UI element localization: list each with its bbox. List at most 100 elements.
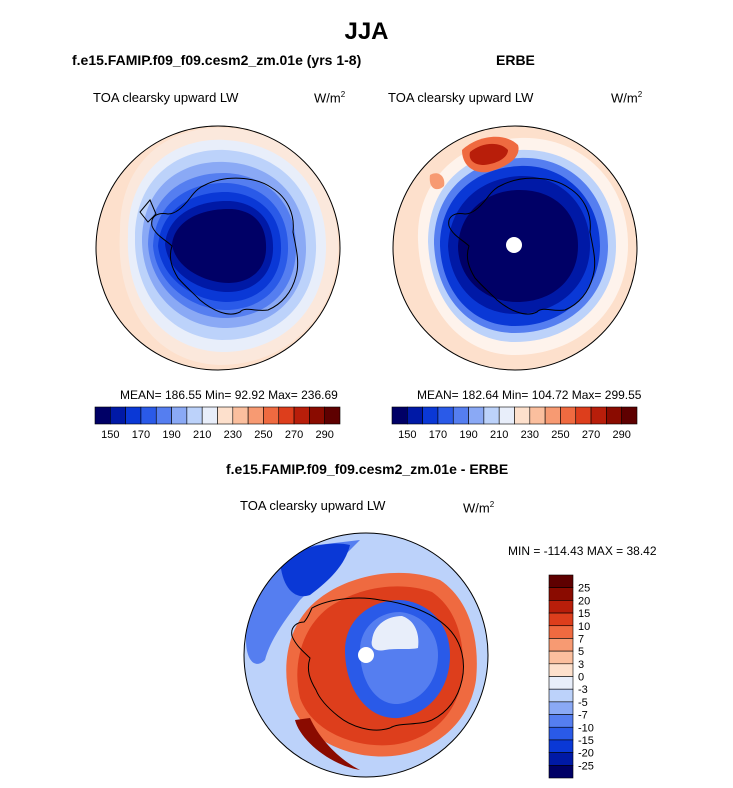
panel2-colorbar-swatch <box>544 406 561 425</box>
panel2-colorbar-swatch <box>468 406 485 425</box>
panel1-variable-label: TOA clearsky upward LW <box>93 90 239 105</box>
panel3-variable-label: TOA clearsky upward LW <box>240 498 386 513</box>
panel1-stats: MEAN= 186.55 Min= 92.92 Max= 236.69 <box>120 388 338 402</box>
panel1-colorbar-swatch <box>263 406 280 425</box>
panel3-map <box>244 533 488 777</box>
panel1-map <box>96 126 340 370</box>
panel1-colorbar-swatch <box>140 406 157 425</box>
panel1-colorbar-swatch <box>201 406 218 425</box>
panel2-colorbar-swatch <box>560 406 577 425</box>
panel1-colorbar-swatch <box>309 406 325 425</box>
panel2-title: ERBE <box>496 52 535 68</box>
panel3-colorbar-swatch <box>548 688 574 703</box>
panel3-colorbar-swatch <box>548 714 574 728</box>
panel2-map-border <box>392 125 638 371</box>
panel2-colorbar-swatch <box>606 406 622 425</box>
panel3-colorbar-swatch <box>548 726 574 741</box>
panel1-title: f.e15.FAMIP.f09_f09.cesm2_zm.01e (yrs 1-… <box>72 52 362 68</box>
panel1-units: W/m2 <box>314 90 346 106</box>
panel1-colorbar-swatch <box>232 406 249 425</box>
panel2-colorbar-swatch <box>391 406 408 425</box>
panel1-colorbar-tick-label: 190 <box>162 429 180 441</box>
panel3-colorbar-swatch <box>548 587 574 601</box>
panel3-colorbar-swatch <box>548 739 574 753</box>
panel3-colorbar-tick-label: 0 <box>578 672 584 684</box>
panel2-colorbar-tick-label: 170 <box>429 429 447 441</box>
panel2-colorbar-swatch <box>452 406 469 425</box>
figure-title: JJA <box>344 18 389 45</box>
panel3-colorbar-tick-label: 15 <box>578 608 590 620</box>
panel1-colorbar-swatch <box>278 406 295 425</box>
panel1-colorbar-tick-label: 230 <box>224 429 242 441</box>
panel3-colorbar-swatch <box>548 574 574 588</box>
panel3-colorbar-tick-label: 5 <box>578 646 584 658</box>
panel2-colorbar-swatch <box>529 406 546 425</box>
panel2-colorbar-swatch <box>422 406 439 425</box>
panel2-colorbar-swatch <box>498 406 515 425</box>
panel1-colorbar-tick-label: 250 <box>254 429 272 441</box>
panel1-colorbar-swatch <box>217 406 234 425</box>
panel1-colorbar-swatch <box>171 406 188 425</box>
panel1-map-border <box>95 125 341 371</box>
panel2-colorbar-swatch <box>621 406 638 425</box>
panel1-colorbar-tick-label: 270 <box>285 429 303 441</box>
panel3-stats: MIN = -114.43 MAX = 38.42 <box>508 544 657 558</box>
panel3-map-border <box>243 532 489 778</box>
panel3-colorbar-tick-label: -3 <box>578 684 588 696</box>
panel2-colorbar-tick-label: 290 <box>613 429 631 441</box>
panel1-colorbar-tick-label: 170 <box>132 429 150 441</box>
panel3-colorbar-tick-label: 20 <box>578 595 590 607</box>
panel2-units: W/m2 <box>611 90 643 106</box>
panel3-colorbar-tick-label: -25 <box>578 760 594 772</box>
panel3-colorbar-tick-label: -20 <box>578 748 594 760</box>
panel3-colorbar-tick-label: 7 <box>578 633 584 645</box>
panel1-colorbar-tick-label: 210 <box>193 429 211 441</box>
panel2-variable-label: TOA clearsky upward LW <box>388 90 534 105</box>
panel3-colorbar-tick-label: -10 <box>578 722 594 734</box>
panel2-stats: MEAN= 182.64 Min= 104.72 Max= 299.55 <box>417 388 642 402</box>
panel3-colorbar-swatch <box>548 650 574 665</box>
panel2-colorbar: 150 170 190 210 230 250 270 290 <box>391 406 638 441</box>
panel2-colorbar-tick-label: 230 <box>521 429 539 441</box>
panel3-colorbar-tick-label: -15 <box>578 735 594 747</box>
panel2-colorbar-swatch <box>407 406 423 425</box>
panel3-colorbar-tick-label: 25 <box>578 583 590 595</box>
panel3-colorbar-tick-label: 3 <box>578 659 584 671</box>
panel3-colorbar-tick-label: -5 <box>578 697 588 709</box>
panel3-colorbar-tick-label: -7 <box>578 710 588 722</box>
panel1-colorbar-swatch <box>110 406 126 425</box>
panel2-map <box>393 126 637 370</box>
panel3-colorbar-swatch <box>548 625 574 639</box>
panel1-colorbar-tick-label: 290 <box>316 429 334 441</box>
panel1-colorbar-swatch <box>293 406 310 425</box>
panel2-colorbar-swatch <box>575 406 592 425</box>
panel2-colorbar-tick-label: 250 <box>551 429 569 441</box>
panel1-colorbar-swatch <box>186 406 203 425</box>
panel1-colorbar-swatch <box>125 406 142 425</box>
panel2-colorbar-swatch <box>590 406 607 425</box>
panel1-colorbar-tick-label: 150 <box>101 429 119 441</box>
panel2-colorbar-swatch <box>483 406 500 425</box>
panel3-colorbar-swatch <box>548 612 574 627</box>
panel2-colorbar-tick-label: 210 <box>490 429 508 441</box>
panel3-colorbar-swatch <box>548 752 574 766</box>
panel1-colorbar-swatch <box>94 406 111 425</box>
panel3-title: f.e15.FAMIP.f09_f09.cesm2_zm.01e - ERBE <box>226 461 509 477</box>
panel3-colorbar-swatch <box>548 600 574 614</box>
panel1-colorbar: 150 170 190 210 230 250 270 290 <box>94 406 341 441</box>
panel3-colorbar-swatch <box>548 765 574 779</box>
panel2-colorbar-tick-label: 190 <box>459 429 477 441</box>
panel3-colorbar-tick-label: 10 <box>578 621 590 633</box>
panel3-colorbar-swatch <box>548 663 574 677</box>
panel2-colorbar-tick-label: 270 <box>582 429 600 441</box>
panel3-colorbar-swatch <box>548 638 574 652</box>
panel3-units: W/m2 <box>463 500 495 516</box>
panel2-colorbar-tick-label: 150 <box>398 429 416 441</box>
panel1-colorbar-swatch <box>324 406 341 425</box>
panel3-colorbar-swatch <box>548 676 574 690</box>
panel2-colorbar-swatch <box>437 406 454 425</box>
panel1-colorbar-swatch <box>155 406 172 425</box>
panel1-colorbar-swatch <box>247 406 264 425</box>
